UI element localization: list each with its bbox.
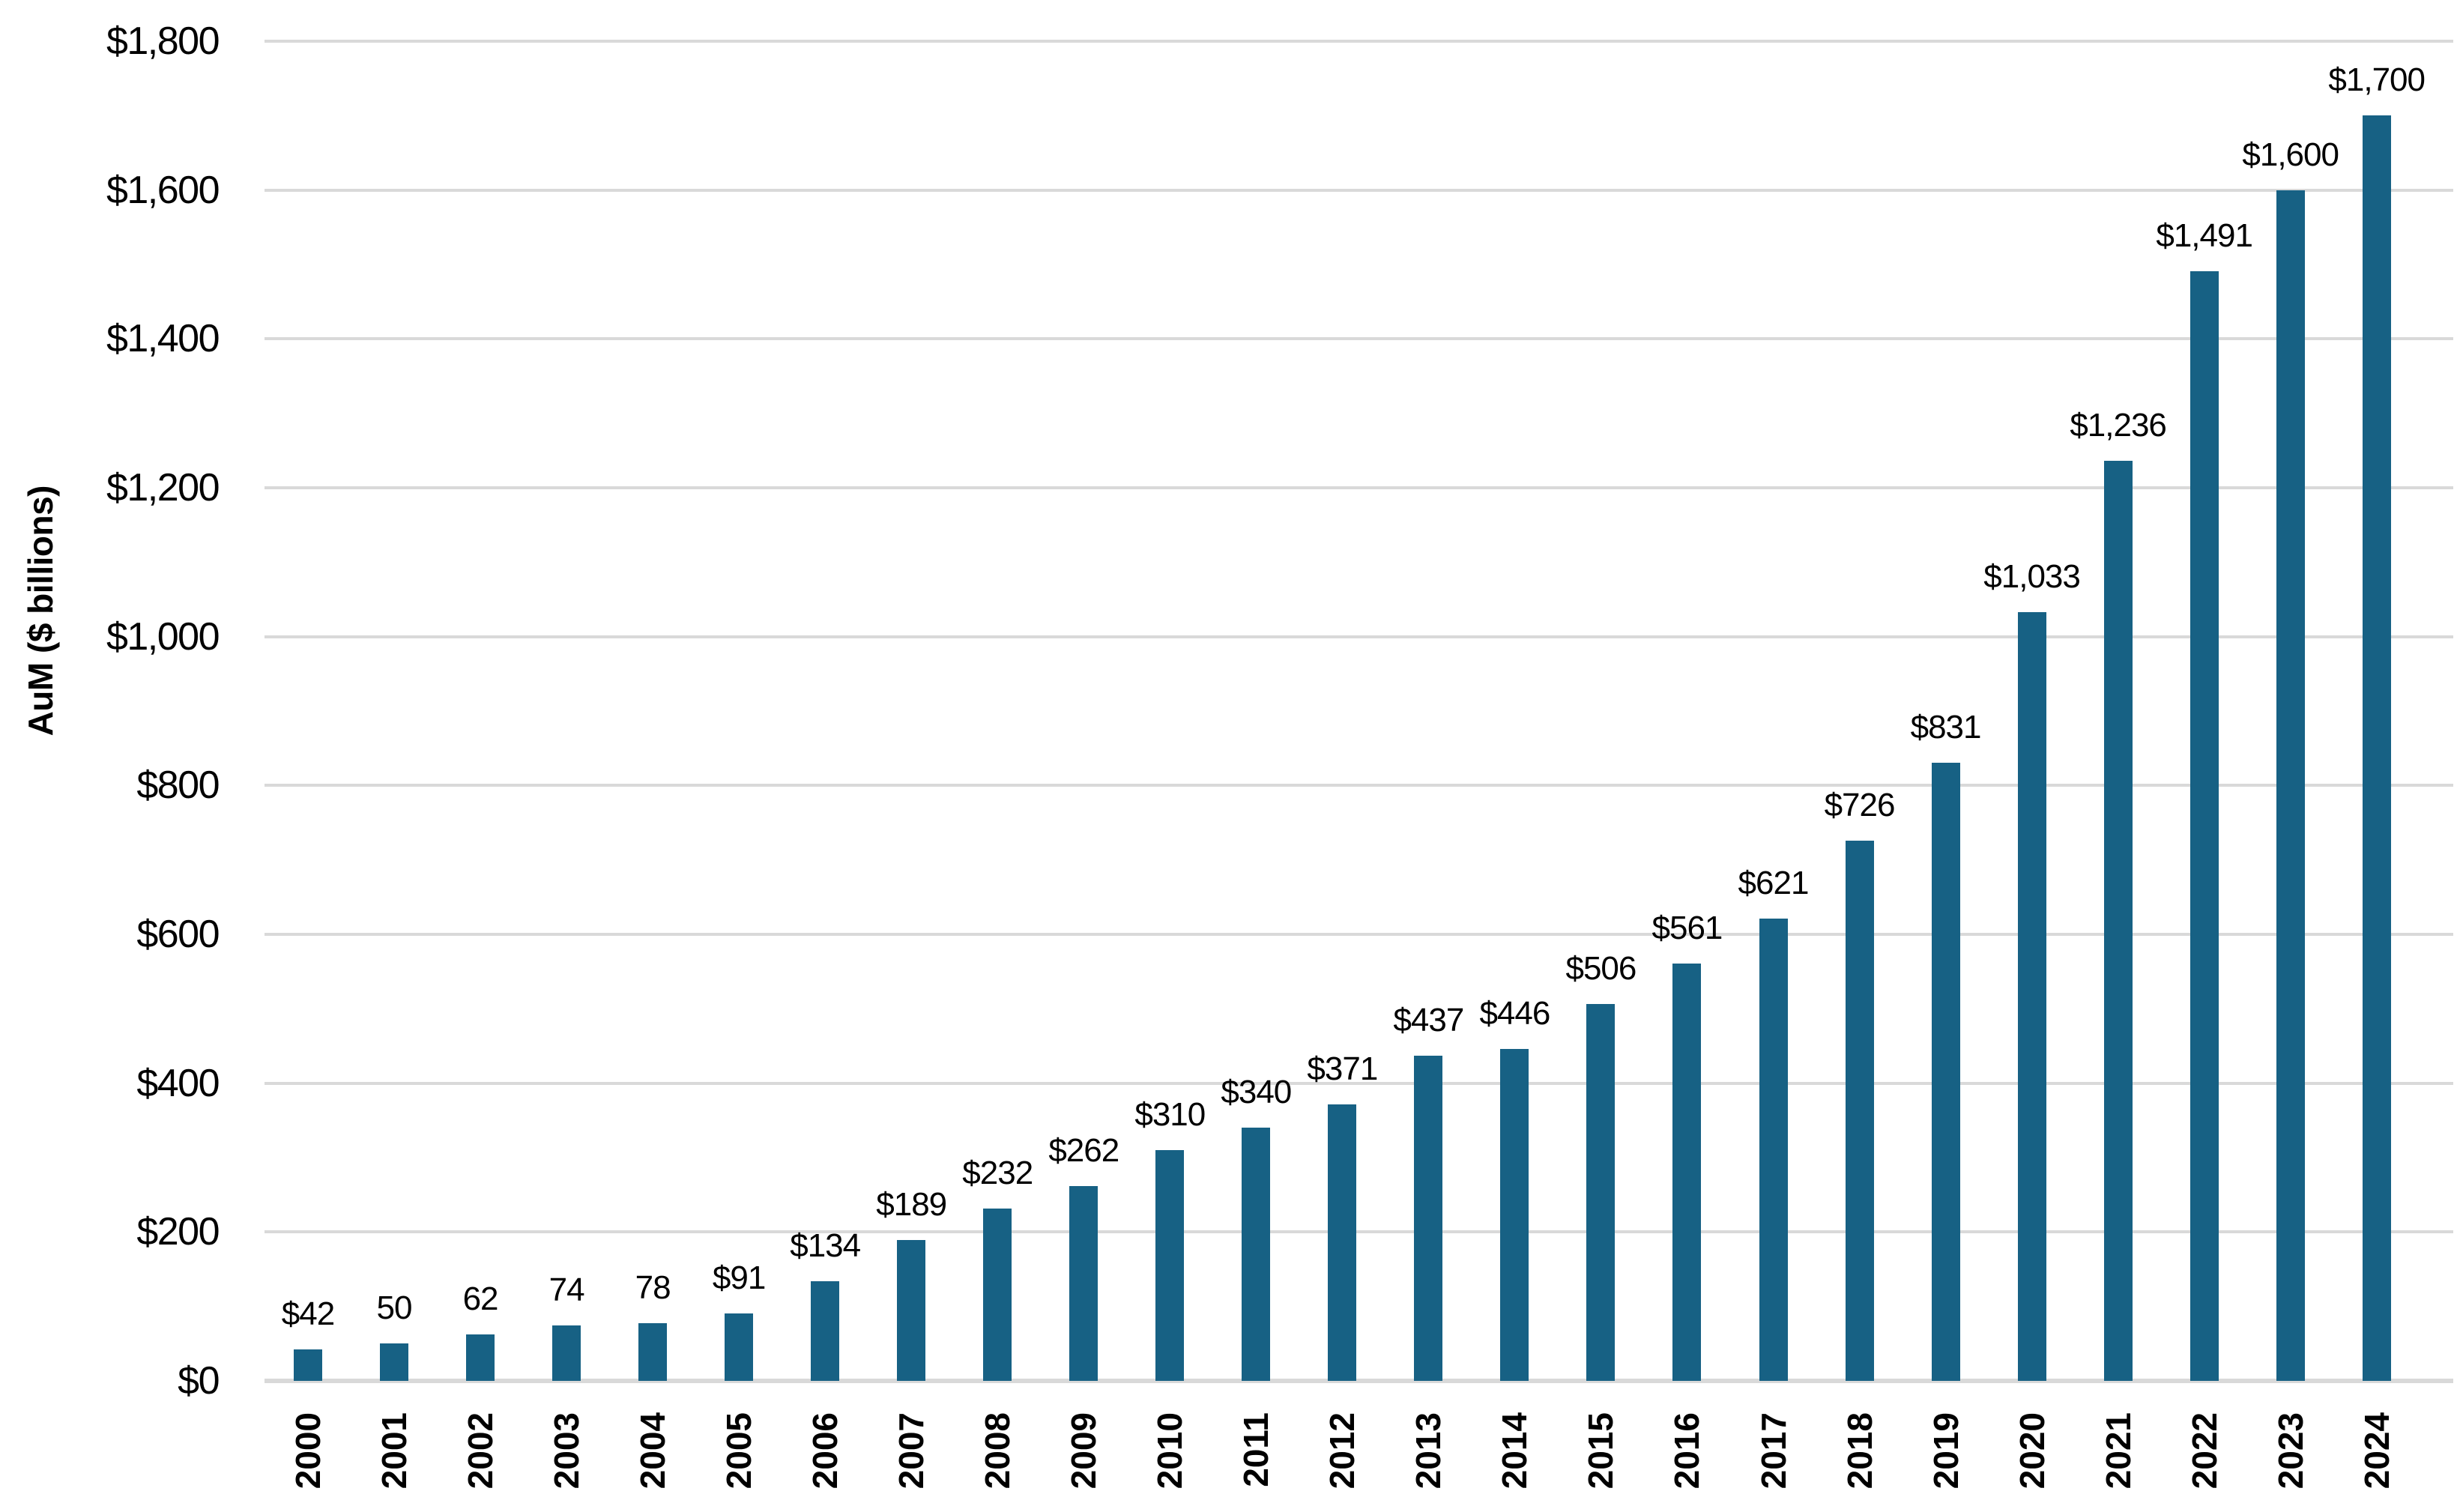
bar-value-label: $232 xyxy=(962,1154,1033,1191)
x-axis-tick-label: 2008 xyxy=(978,1412,1018,1490)
y-axis-tick-label: $800 xyxy=(136,763,220,808)
x-axis-tick-label: 2001 xyxy=(375,1412,414,1490)
gridline xyxy=(265,635,2453,638)
x-axis-tick-label: 2013 xyxy=(1409,1412,1448,1490)
x-axis-line xyxy=(265,1379,2453,1383)
gridline xyxy=(265,784,2453,787)
x-axis-tick-label: 2010 xyxy=(1150,1412,1190,1490)
bar-value-label: $262 xyxy=(1048,1131,1119,1169)
y-axis-tick-label: $400 xyxy=(136,1061,220,1105)
bar-value-label: $561 xyxy=(1651,909,1723,946)
x-axis-tick-label: 2004 xyxy=(633,1412,673,1490)
x-axis-tick-label: 2020 xyxy=(2012,1412,2052,1490)
y-axis-tick-label: $0 xyxy=(178,1359,220,1403)
bar-value-label: $1,600 xyxy=(2242,136,2339,173)
y-axis-tick-label: $1,800 xyxy=(106,19,220,63)
bar-value-label: $446 xyxy=(1479,994,1550,1032)
x-axis-tick-label: 2016 xyxy=(1667,1412,1707,1490)
y-axis-tick-label: $200 xyxy=(136,1210,220,1254)
bar-value-label: 78 xyxy=(635,1268,671,1306)
gridline xyxy=(265,1230,2453,1234)
bar-2023 xyxy=(2276,190,2305,1381)
gridline xyxy=(265,40,2453,43)
bar-2018 xyxy=(1845,840,1874,1381)
x-axis-tick-label: 2005 xyxy=(719,1412,759,1490)
bar-2021 xyxy=(2103,461,2133,1381)
x-axis-tick-label: 2018 xyxy=(1840,1412,1879,1490)
y-axis-title: AuM ($ billions) xyxy=(21,486,60,737)
bar-2001 xyxy=(380,1343,409,1381)
bar-2006 xyxy=(811,1280,840,1381)
bar-value-label: $1,236 xyxy=(2070,407,2167,444)
bar-value-label: $310 xyxy=(1134,1096,1206,1134)
bar-2024 xyxy=(2362,115,2391,1381)
bar-2011 xyxy=(1242,1128,1271,1381)
x-axis-tick-label: 2011 xyxy=(1236,1412,1276,1487)
bar-2000 xyxy=(294,1349,322,1381)
x-axis-tick-label: 2017 xyxy=(1753,1412,1793,1490)
x-axis-tick-label: 2023 xyxy=(2270,1412,2310,1490)
bar-2019 xyxy=(1931,762,1960,1381)
bar-value-label: $134 xyxy=(790,1227,861,1264)
bar-2014 xyxy=(1500,1048,1529,1381)
bar-2009 xyxy=(1069,1185,1098,1381)
x-axis-tick-label: 2007 xyxy=(892,1412,931,1490)
bar-value-label: 62 xyxy=(462,1280,499,1318)
bar-2020 xyxy=(2017,611,2046,1381)
bar-value-label: $726 xyxy=(1824,786,1896,823)
bar-value-label: $1,033 xyxy=(1983,557,2081,595)
bar-2004 xyxy=(638,1322,668,1381)
bar-value-label: $1,700 xyxy=(2328,61,2426,99)
bar-2017 xyxy=(1759,919,1788,1381)
bar-value-label: $621 xyxy=(1738,865,1810,902)
gridline xyxy=(265,1081,2453,1085)
x-axis-tick-label: 2009 xyxy=(1064,1412,1104,1490)
bar-2005 xyxy=(725,1313,754,1381)
bar-value-label: $371 xyxy=(1307,1050,1378,1088)
x-axis-tick-label: 2006 xyxy=(806,1412,845,1490)
bar-value-label: $91 xyxy=(712,1259,766,1296)
gridline xyxy=(265,486,2453,489)
bar-value-label: $42 xyxy=(281,1295,335,1333)
bar-2003 xyxy=(552,1325,581,1381)
bar-value-label: 50 xyxy=(376,1289,413,1327)
bar-2015 xyxy=(1586,1004,1616,1381)
x-axis-tick-label: 2019 xyxy=(1926,1412,1965,1490)
bar-2013 xyxy=(1414,1055,1443,1381)
bar-2007 xyxy=(897,1240,926,1381)
x-axis-tick-label: 2024 xyxy=(2357,1412,2396,1490)
x-axis-tick-label: 2015 xyxy=(1581,1412,1621,1490)
x-axis-tick-label: 2022 xyxy=(2184,1412,2224,1490)
x-axis-tick-label: 2014 xyxy=(1495,1412,1535,1490)
bar-value-label: 74 xyxy=(548,1271,585,1309)
bar-value-label: $831 xyxy=(1910,708,1982,746)
gridline xyxy=(265,188,2453,192)
x-axis-tick-label: 2003 xyxy=(547,1412,587,1490)
bar-2012 xyxy=(1328,1104,1357,1381)
bar-2002 xyxy=(466,1334,495,1381)
y-axis-tick-label: $1,000 xyxy=(106,614,220,659)
x-axis-tick-label: 2002 xyxy=(461,1412,501,1490)
y-axis-tick-label: $1,600 xyxy=(106,168,220,212)
bar-2008 xyxy=(983,1208,1012,1381)
bar-value-label: $1,491 xyxy=(2156,217,2253,254)
bar-2010 xyxy=(1155,1150,1185,1381)
bar-2022 xyxy=(2189,270,2219,1381)
y-axis-tick-label: $1,200 xyxy=(106,466,220,509)
bar-2016 xyxy=(1672,963,1702,1381)
y-axis-tick-label: $600 xyxy=(136,913,220,956)
x-axis-tick-label: 2000 xyxy=(288,1412,327,1490)
x-axis-tick-label: 2012 xyxy=(1323,1412,1362,1490)
bar-value-label: $506 xyxy=(1565,950,1637,988)
bar-value-label: $437 xyxy=(1393,1001,1464,1038)
bar-value-label: $189 xyxy=(876,1186,947,1224)
bar-value-label: $340 xyxy=(1221,1074,1292,1111)
gridline xyxy=(265,933,2453,936)
y-axis-tick-label: $1,400 xyxy=(106,317,220,361)
x-axis-tick-label: 2021 xyxy=(2098,1412,2138,1490)
gridline xyxy=(265,337,2453,341)
